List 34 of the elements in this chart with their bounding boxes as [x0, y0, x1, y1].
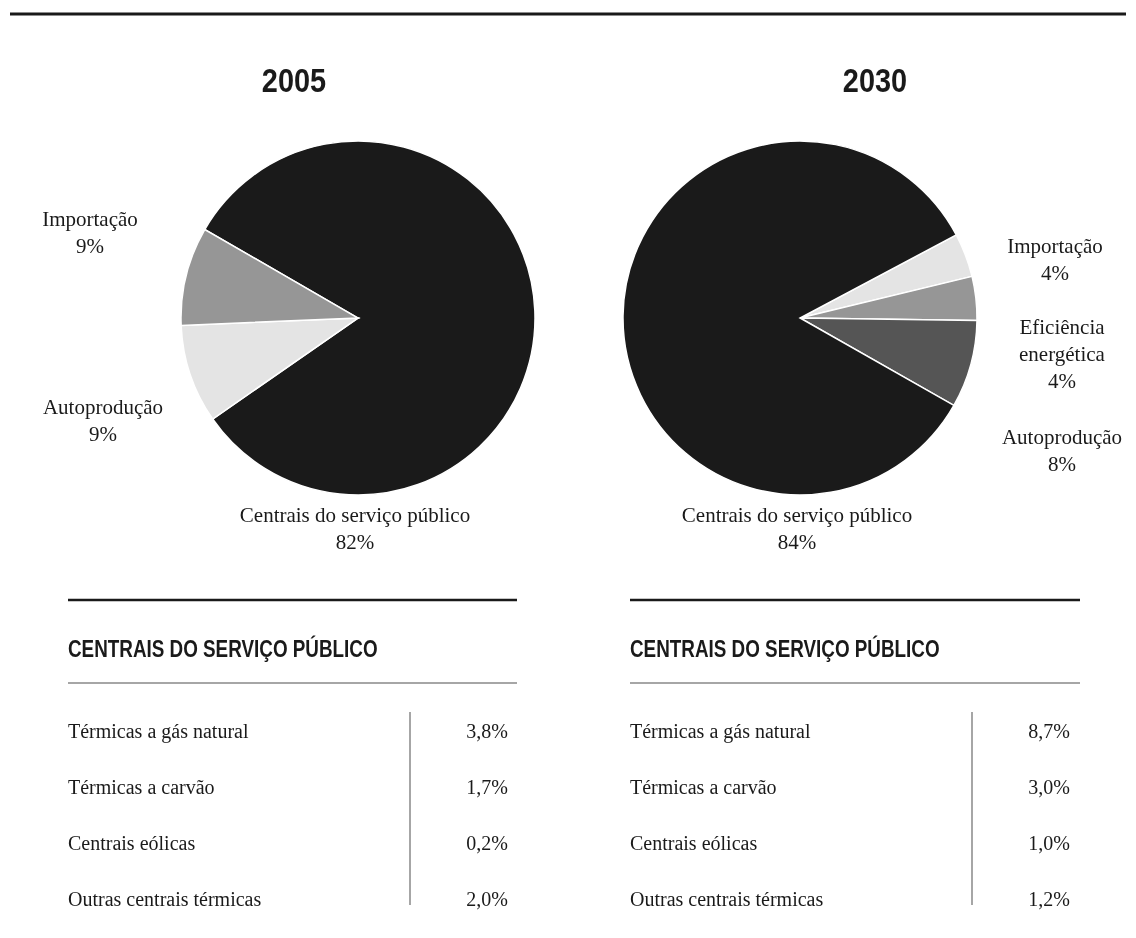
category-label: Outras centrais térmicas	[630, 888, 824, 910]
data-label: 4%	[1041, 261, 1069, 285]
chart-title: 2005	[261, 60, 327, 100]
data-label: 9%	[76, 234, 104, 258]
category-label: Centrais eólicas	[68, 832, 196, 854]
text: CENTRAIS DO SERVIÇO PÚBLICO	[630, 636, 940, 662]
category-label: Outras centrais térmicas	[68, 888, 262, 910]
data-label: 84%	[777, 530, 817, 554]
data-label: 82%	[335, 530, 375, 554]
category-label: Centrais eólicas	[630, 832, 758, 854]
text: CENTRAIS DO SERVIÇO PÚBLICO	[68, 636, 378, 662]
chart-title: 2030	[842, 60, 908, 100]
category-label: Térmicas a carvão	[630, 776, 777, 798]
category-label: Térmicas a gás natural	[68, 720, 249, 743]
data-label: 8%	[1048, 452, 1076, 476]
category-label: Térmicas a carvão	[68, 776, 215, 798]
data-label: 8,7%	[1028, 720, 1070, 742]
data-label: 3,8%	[466, 720, 508, 742]
data-label: 1,2%	[1028, 888, 1070, 910]
data-label: 1,7%	[466, 776, 508, 798]
data-label: 1,0%	[1028, 832, 1070, 854]
data-label: 0,2%	[466, 832, 508, 854]
slice-label: Centrais do serviço público	[681, 503, 913, 527]
slice-label: Importação	[1007, 234, 1103, 258]
data-label: 3,0%	[1028, 776, 1070, 798]
category-label: Térmicas a gás natural	[630, 720, 811, 743]
data-label: 2,0%	[466, 888, 508, 910]
slice-label: Autoprodução	[1001, 425, 1123, 449]
data-label: 9%	[89, 422, 117, 446]
slice-label: Importação	[42, 207, 138, 231]
slice-label: Centrais do serviço público	[239, 503, 471, 527]
slice-label: Eficiência energética	[1019, 315, 1106, 366]
slice-label: Autoprodução	[42, 395, 164, 419]
data-label: 4%	[1048, 369, 1076, 393]
